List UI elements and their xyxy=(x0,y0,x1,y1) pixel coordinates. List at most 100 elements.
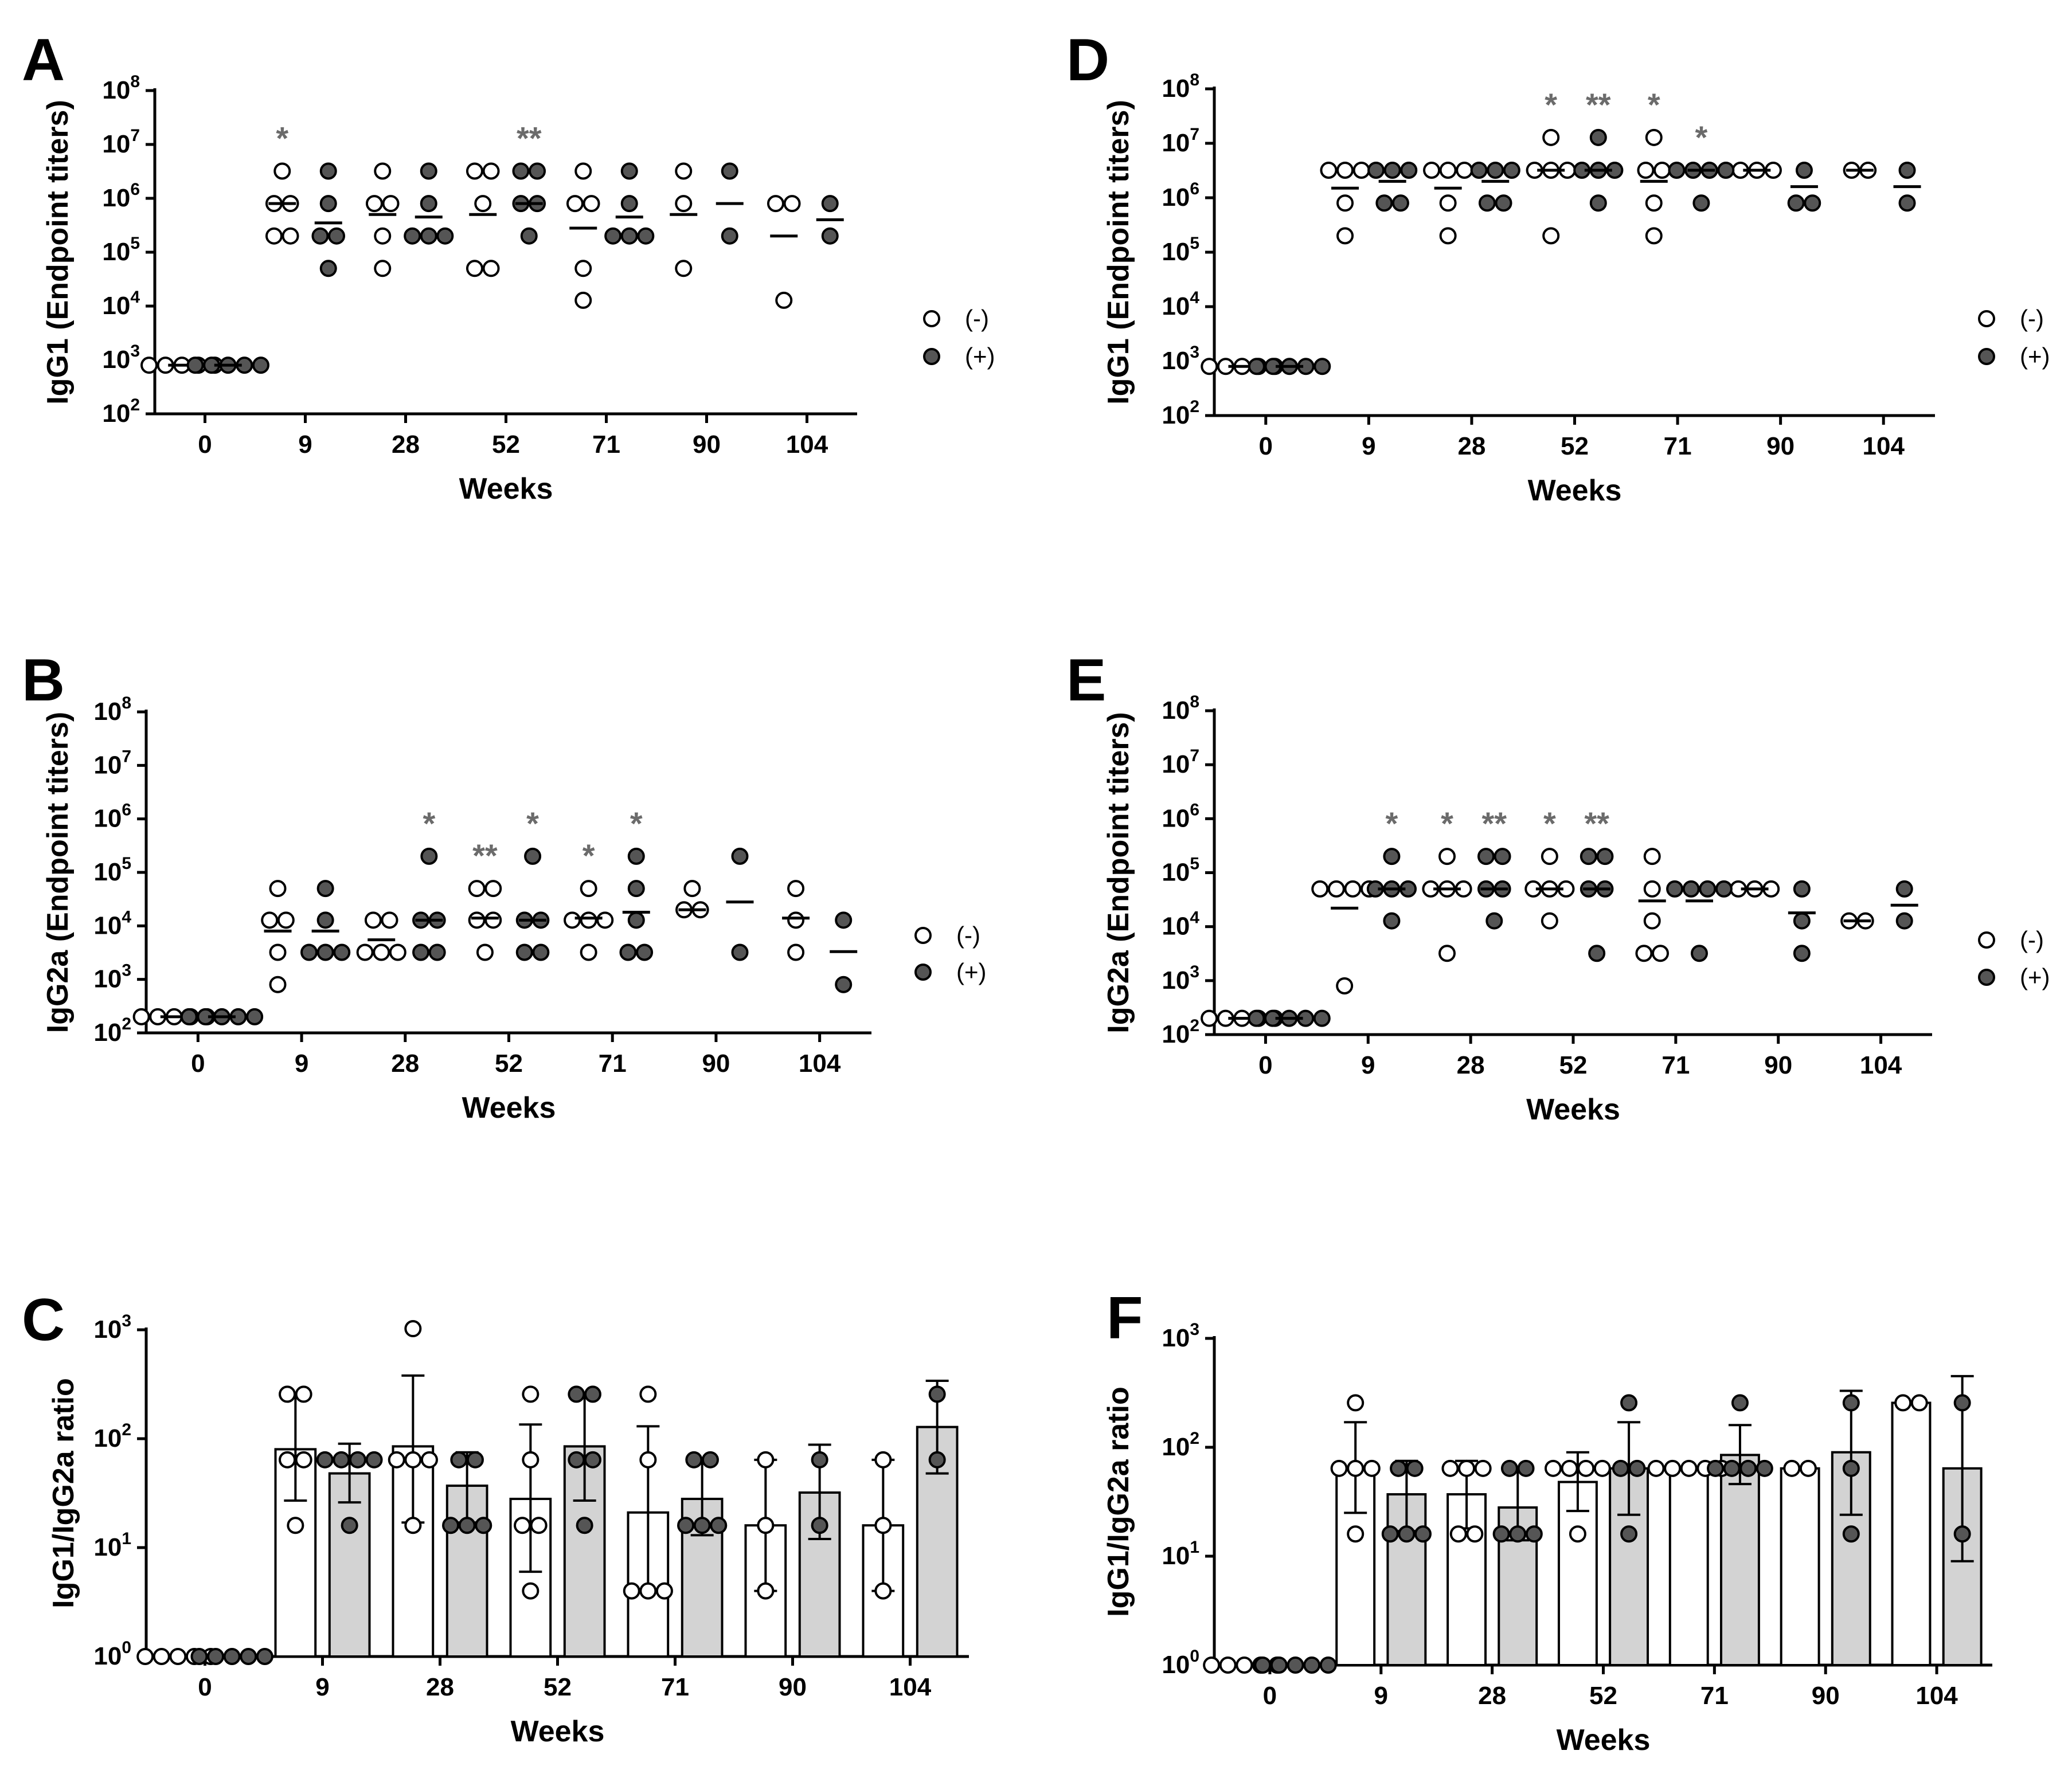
point-plus xyxy=(811,1517,828,1534)
x-tick-label: 104 xyxy=(889,1673,932,1701)
point-minus xyxy=(596,911,614,929)
point-minus xyxy=(783,195,801,213)
point-plus xyxy=(1668,162,1686,179)
point-plus xyxy=(420,847,438,865)
point-minus xyxy=(420,1451,438,1468)
x-axis-title: Weeks xyxy=(1557,1724,1651,1757)
point-plus xyxy=(1313,1009,1331,1027)
point-minus xyxy=(1439,194,1457,212)
point-minus xyxy=(1236,1656,1253,1674)
significance-marker: * xyxy=(1543,805,1556,841)
point-plus xyxy=(604,227,622,245)
point-plus xyxy=(811,1451,828,1468)
panel-e-letter: E xyxy=(1066,647,1106,714)
x-axis-title: Weeks xyxy=(462,1091,556,1125)
x-tick-label: 28 xyxy=(1457,1051,1485,1079)
point-plus xyxy=(1628,1459,1646,1477)
point-minus xyxy=(874,1517,892,1534)
x-tick-label: 90 xyxy=(1812,1682,1840,1710)
point-minus xyxy=(295,1385,312,1403)
point-plus xyxy=(404,227,421,245)
point-minus xyxy=(574,162,592,180)
y-tick-label: 105 xyxy=(1162,855,1199,887)
point-plus xyxy=(1383,162,1401,179)
y-tick-label: 101 xyxy=(1162,1538,1199,1570)
legend-plus-marker xyxy=(1978,348,1995,365)
significance-marker: * xyxy=(1441,805,1453,841)
point-plus xyxy=(186,357,204,374)
x-tick-label: 71 xyxy=(1700,1682,1729,1710)
point-plus xyxy=(1898,162,1916,179)
point-plus xyxy=(685,1451,703,1468)
point-plus xyxy=(1319,1656,1337,1674)
x-tick-label: 71 xyxy=(1664,432,1692,460)
point-minus xyxy=(1347,1525,1365,1543)
point-minus xyxy=(564,911,581,929)
point-plus xyxy=(1500,1459,1518,1477)
point-minus xyxy=(1439,162,1457,179)
point-plus xyxy=(1666,880,1684,898)
bar-minus xyxy=(1557,1481,1598,1667)
point-minus xyxy=(1439,227,1457,245)
point-minus xyxy=(1449,1525,1467,1543)
point-minus xyxy=(273,162,291,180)
y-axis-title: IgG1/IgG2a ratio xyxy=(47,1378,80,1608)
point-plus xyxy=(1699,880,1717,898)
legend-plus-marker xyxy=(914,964,932,981)
point-plus xyxy=(576,1517,593,1534)
point-plus xyxy=(349,1451,366,1468)
point-plus xyxy=(1793,912,1811,930)
point-plus xyxy=(1723,1459,1741,1477)
point-minus xyxy=(1363,1459,1381,1477)
legend-minus-label: (-) xyxy=(965,305,989,332)
point-plus xyxy=(637,227,655,245)
point-plus xyxy=(1842,1394,1860,1412)
point-plus xyxy=(1793,880,1811,898)
legend-minus-marker xyxy=(914,927,932,944)
x-tick-label: 104 xyxy=(1915,1682,1958,1710)
point-plus xyxy=(1270,1656,1288,1674)
point-plus xyxy=(207,1648,225,1665)
point-minus xyxy=(1799,1459,1817,1477)
point-minus xyxy=(1645,227,1663,245)
point-minus xyxy=(466,260,483,277)
point-plus xyxy=(1254,1656,1272,1674)
point-minus xyxy=(1643,912,1661,930)
point-minus xyxy=(530,1517,548,1534)
point-minus xyxy=(404,1517,422,1534)
legend-plus-label: (+) xyxy=(965,343,995,370)
point-plus xyxy=(1620,1394,1638,1412)
point-plus xyxy=(316,1451,334,1468)
legend-minus-marker xyxy=(1978,310,1995,327)
point-plus xyxy=(1692,194,1710,212)
point-minus xyxy=(1545,1459,1562,1477)
point-minus xyxy=(1664,1459,1682,1477)
point-minus xyxy=(1438,945,1456,962)
point-minus xyxy=(757,1451,775,1468)
point-plus xyxy=(1495,194,1512,212)
point-plus xyxy=(365,1451,383,1468)
point-plus xyxy=(620,195,638,213)
y-tick-label: 103 xyxy=(1162,343,1199,375)
point-minus xyxy=(132,1008,150,1025)
point-minus xyxy=(1541,848,1558,866)
panel-f-ratio-bar: F 100 101 102 103 0 9 28 52 71 90 104 Weeks IgG1/IgG2… xyxy=(1102,1285,1992,1757)
point-minus xyxy=(374,162,392,180)
significance-marker: * xyxy=(582,837,595,874)
panel-a-letter: A xyxy=(22,27,65,93)
point-minus xyxy=(1201,358,1218,375)
point-plus xyxy=(1517,1459,1535,1477)
point-minus xyxy=(466,162,483,180)
point-minus xyxy=(279,1385,296,1403)
y-tick-label: 103 xyxy=(93,1311,131,1344)
point-plus xyxy=(584,1385,601,1403)
point-plus xyxy=(1953,1525,1971,1543)
y-tick-label: 104 xyxy=(1162,288,1199,320)
point-minus xyxy=(382,195,400,213)
point-plus xyxy=(1485,912,1503,930)
point-minus xyxy=(1643,848,1661,866)
point-plus xyxy=(1589,128,1607,146)
point-minus xyxy=(474,195,492,213)
point-plus xyxy=(223,1648,241,1665)
